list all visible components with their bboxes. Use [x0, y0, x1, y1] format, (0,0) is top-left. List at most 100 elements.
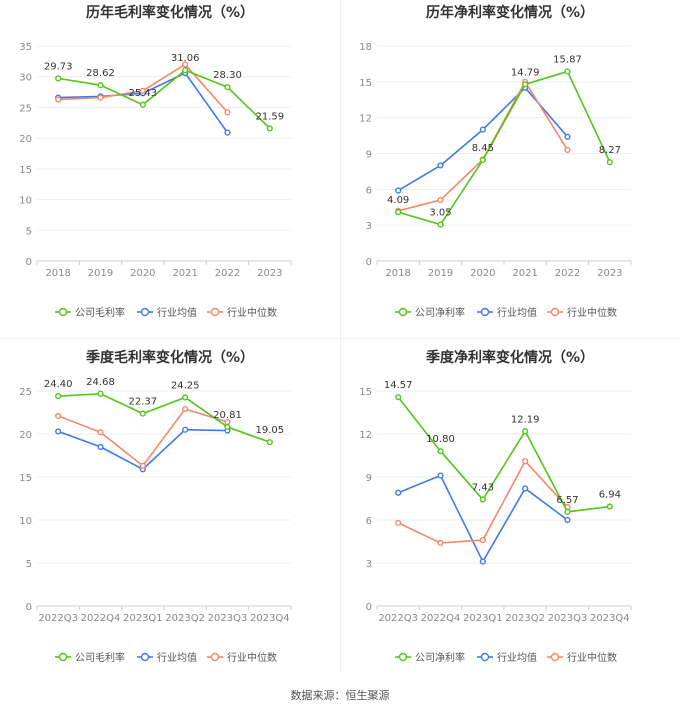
y-tick-label: 15 [19, 165, 32, 176]
legend-label: 行业均值 [157, 651, 197, 664]
legend-label: 公司毛利率 [75, 651, 125, 664]
y-tick-label: 0 [366, 602, 372, 613]
data-point-median [564, 146, 571, 154]
legend-label: 行业均值 [157, 306, 197, 319]
y-tick-label: 3 [366, 221, 372, 232]
data-label: 12.19 [511, 414, 540, 425]
data-label: 24.68 [86, 377, 115, 388]
legend-item-median: 行业中位数 [207, 306, 277, 319]
data-point-median [97, 94, 104, 101]
x-tick-label: 2023Q1 [463, 613, 503, 624]
legend-item-avg: 行业均值 [477, 306, 537, 319]
legend-label: 行业中位数 [567, 651, 617, 664]
data-point-company [182, 67, 189, 74]
data-point-avg [224, 129, 231, 136]
data-point-median [55, 96, 62, 103]
x-tick-label: 2023Q3 [548, 613, 588, 624]
data-point-avg [97, 443, 104, 451]
chart-title: 季度毛利率变化情况（%） [85, 349, 254, 366]
legend-item-company: 公司净利率 [395, 651, 465, 664]
legend-swatch-marker [210, 652, 220, 662]
data-label: 4.09 [387, 195, 409, 206]
data-label: 31.06 [171, 53, 200, 64]
data-point-avg [437, 472, 444, 479]
y-tick-label: 15 [359, 78, 372, 89]
y-tick-label: 10 [19, 196, 32, 207]
data-label: 28.62 [86, 68, 115, 79]
x-tick-label: 2023 [257, 268, 282, 279]
legend: 公司毛利率 行业均值 行业中位数 [55, 651, 277, 664]
data-label: 29.73 [44, 61, 73, 72]
data-point-median [437, 196, 444, 204]
legend-swatch-marker [210, 307, 220, 317]
data-label: 20.81 [213, 410, 242, 421]
data-point-company [522, 428, 529, 435]
x-tick-label: 2018 [385, 268, 410, 279]
quarterly-net-margin-panel: 季度净利率变化情况（%） 0 3 6 9 12 15 2022Q3 2022Q4 2023Q1 20… [340, 345, 680, 690]
legend-item-avg: 行业均值 [137, 651, 197, 664]
x-tick-label: 2023Q2 [505, 613, 545, 624]
legend-swatch-marker [398, 652, 408, 662]
data-point-median [522, 458, 529, 465]
x-tick-label: 2019 [88, 268, 113, 279]
data-point-median [55, 412, 62, 420]
data-point-median [182, 405, 189, 413]
y-tick-label: 0 [366, 257, 372, 268]
series-line-avg [397, 86, 569, 192]
legend-swatch-marker [58, 652, 68, 662]
legend-swatch-marker [550, 652, 560, 662]
y-tick-label: 5 [26, 559, 32, 570]
data-point-company [395, 394, 402, 401]
data-point-avg [182, 426, 189, 433]
y-tick-label: 12 [359, 430, 372, 441]
data-label: 28.30 [213, 70, 242, 81]
quarterly-gross-margin-panel: 季度毛利率变化情况（%） 0 5 10 15 20 25 2022Q3 2022Q4 2023Q1… [0, 345, 340, 690]
y-tick-label: 5 [26, 226, 32, 237]
y-tick-label: 25 [19, 387, 32, 398]
legend-item-median: 行业中位数 [547, 651, 617, 664]
data-point-company [266, 125, 273, 132]
data-label: 14.57 [384, 380, 413, 391]
data-point-company [437, 221, 444, 228]
x-tick-label: 2022Q3 [378, 613, 418, 624]
series-line-median [57, 408, 228, 467]
chart-title: 历年毛利率变化情况（%） [86, 4, 254, 21]
data-point-company [55, 393, 62, 400]
legend-label: 行业中位数 [567, 306, 617, 319]
legend-swatch-marker [398, 307, 408, 317]
legend-item-avg: 行业均值 [477, 651, 537, 664]
data-point-median [479, 536, 486, 544]
data-label: 24.25 [171, 380, 200, 391]
data-point-median [97, 429, 104, 436]
data-point-company [97, 390, 104, 397]
legend-label: 公司净利率 [415, 306, 465, 319]
legend-item-company: 公司毛利率 [55, 306, 125, 319]
legend-label: 行业中位数 [227, 306, 277, 319]
legend-label: 公司毛利率 [75, 306, 125, 319]
legend-item-company: 公司净利率 [395, 306, 465, 319]
annual-net-margin-panel: 历年净利率变化情况（%） 0 3 6 9 12 15 18 2018 2019 2020 2021 20… [340, 0, 680, 345]
legend: 公司净利率 行业均值 行业中位数 [395, 306, 617, 319]
data-point-company [224, 84, 231, 91]
data-point-avg [395, 187, 402, 194]
data-point-median [395, 519, 402, 526]
y-tick-label: 6 [366, 185, 372, 196]
data-point-company [606, 503, 613, 510]
data-point-avg [55, 428, 62, 435]
x-tick-label: 2022 [215, 268, 240, 279]
y-tick-label: 3 [366, 559, 372, 570]
y-tick-label: 9 [366, 150, 372, 161]
x-tick-label: 2023Q4 [590, 613, 630, 624]
data-label: 10.80 [426, 434, 455, 445]
data-point-company [55, 75, 62, 82]
data-point-median [224, 109, 231, 116]
legend-swatch-marker [58, 307, 68, 317]
data-point-company [97, 82, 104, 89]
legend-item-avg: 行业均值 [137, 306, 197, 319]
series-line-company [58, 69, 271, 129]
legend-item-median: 行业中位数 [207, 651, 277, 664]
data-point-avg [564, 516, 571, 524]
x-tick-label: 2022Q3 [38, 613, 78, 624]
x-tick-label: 2021 [512, 268, 537, 279]
